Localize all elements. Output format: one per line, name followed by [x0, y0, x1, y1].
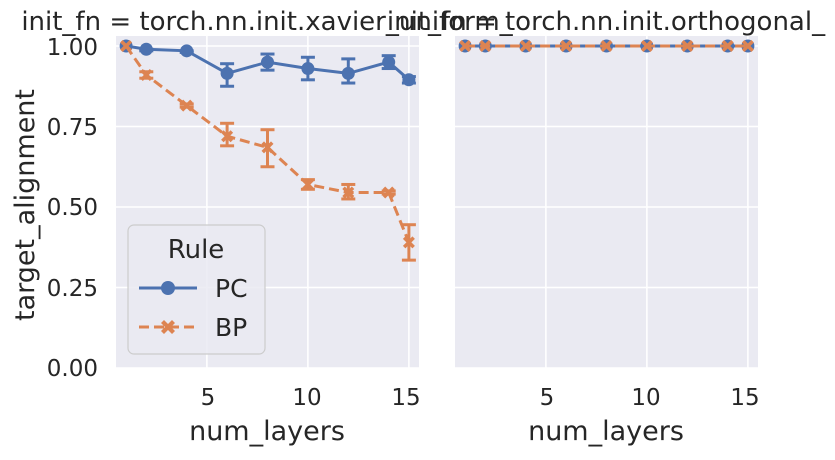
y-tick-label: 0.75	[47, 115, 98, 141]
data-point-bp	[301, 178, 314, 191]
data-point-bp	[261, 141, 274, 154]
legend: Rule PC BP	[127, 224, 266, 355]
data-point-bp	[600, 40, 613, 52]
data-point-pc	[261, 55, 274, 69]
data-point-bp	[180, 99, 193, 112]
y-tick-label: 0.25	[47, 276, 98, 302]
data-point-bp	[120, 40, 133, 52]
data-point-bp	[402, 236, 415, 249]
data-point-bp	[741, 40, 754, 52]
right-panel-marks	[458, 39, 755, 53]
x-tick-label: 5	[540, 385, 555, 411]
y-tick-label: 0.00	[47, 356, 98, 382]
data-point-pc	[402, 73, 416, 87]
data-point-pc	[382, 55, 396, 69]
left-panel-grid	[116, 36, 419, 369]
x-axis-label: num_layers	[528, 416, 684, 447]
data-point-pc	[341, 66, 355, 80]
data-point-bp	[342, 186, 355, 199]
right-panel-background	[455, 36, 758, 368]
x-tick-label: 10	[631, 385, 660, 411]
legend-pc-marker	[161, 281, 175, 295]
right-panel-title: init_fn = torch.nn.init.orthogonal_	[387, 7, 826, 37]
x-tick-label: 15	[391, 385, 420, 411]
x-tick-label: 10	[292, 385, 321, 411]
data-point-pc	[220, 66, 234, 80]
data-point-bp	[140, 69, 153, 81]
y-tick-label: 0.50	[47, 195, 98, 221]
data-point-bp	[459, 40, 472, 52]
series-line-bp	[124, 45, 411, 243]
data-point-bp	[640, 40, 653, 52]
legend-pc-label: PC	[215, 274, 248, 303]
data-point-pc	[180, 44, 194, 58]
x-tick-label: 5	[201, 385, 216, 411]
data-point-pc	[139, 42, 153, 56]
data-point-bp	[382, 186, 395, 199]
data-point-bp	[479, 40, 492, 52]
x-tick-label: 15	[730, 385, 759, 411]
data-point-bp	[681, 40, 694, 52]
data-point-pc	[301, 62, 315, 76]
left-panel-title: init_fn = torch.nn.init.xavier_uniform_	[21, 7, 513, 37]
data-point-bp	[560, 40, 573, 52]
x-axis-label: num_layers	[189, 416, 345, 447]
legend-bp-label: BP	[215, 313, 247, 342]
left-panel-marks	[119, 39, 416, 262]
data-point-bp	[519, 40, 532, 52]
y-axis-label: target_alignment	[10, 89, 41, 321]
legend-bp-marker	[161, 320, 175, 334]
legend-title: Rule	[168, 235, 225, 265]
y-tick-label: 1.00	[47, 35, 98, 61]
data-point-bp	[221, 130, 234, 143]
data-point-bp	[721, 40, 734, 52]
